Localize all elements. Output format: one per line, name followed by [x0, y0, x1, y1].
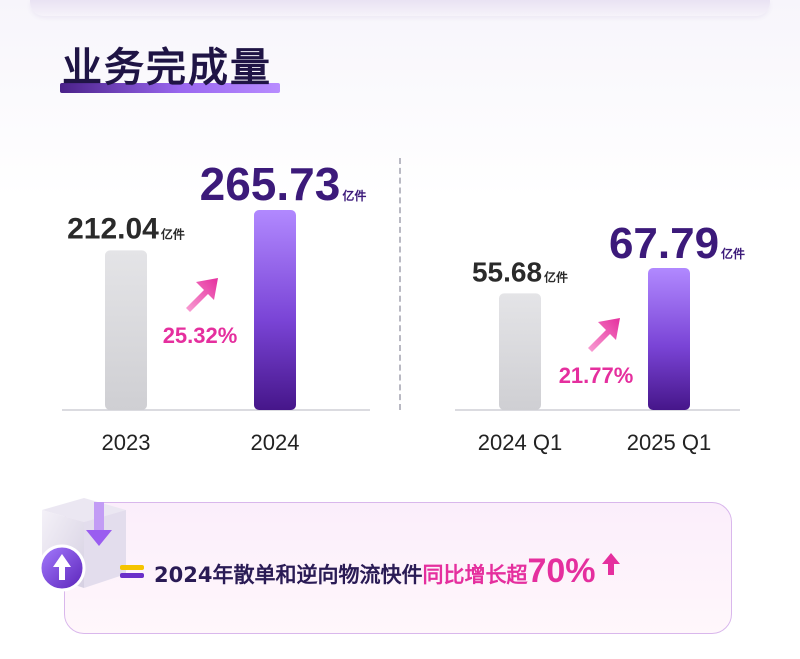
banner-text: 2024年散单和逆向物流快件同比增长超70%	[154, 545, 622, 597]
up-arrow-icon	[53, 554, 71, 580]
bar	[254, 210, 296, 410]
bar	[499, 293, 541, 410]
tick-label: 2024	[251, 430, 300, 455]
tick-label: 2024 Q1	[478, 430, 562, 455]
data-label-unit: 亿件	[544, 269, 568, 284]
growth-arrow-icon	[588, 318, 620, 352]
bar	[105, 250, 147, 410]
banner-main-text: 2024年散单和逆向物流快件	[154, 563, 423, 587]
data-label: 265.73 亿件	[200, 158, 367, 210]
data-label-value: 212.04	[67, 212, 159, 245]
title-underline	[60, 83, 280, 93]
banner-highlight-text: 同比增长超	[422, 563, 528, 587]
growth-label: 25.32%	[163, 323, 238, 348]
dash-icon	[120, 565, 144, 578]
data-label-value: 265.73	[200, 158, 341, 210]
data-label: 67.79 亿件	[609, 219, 745, 268]
chart-divider	[399, 158, 401, 410]
tick-label: 2023	[102, 430, 151, 455]
small-up-arrow-icon	[601, 553, 620, 575]
growth-arrow-icon	[186, 278, 218, 312]
data-label-unit: 亿件	[721, 246, 745, 261]
banner-percent: 70%	[527, 552, 596, 590]
page-title: 业务完成量	[62, 45, 272, 91]
data-label-unit: 亿件	[161, 226, 185, 241]
data-label: 55.68 亿件	[472, 256, 568, 287]
box-icon	[38, 498, 126, 592]
top-band	[30, 0, 770, 16]
bar	[648, 268, 690, 410]
data-label-unit: 亿件	[342, 188, 366, 203]
highlight-banner	[64, 502, 732, 634]
data-label-value: 55.68	[472, 256, 542, 287]
growth-label: 21.77%	[559, 363, 634, 388]
data-label: 212.04 亿件	[67, 212, 185, 245]
data-label-value: 67.79	[609, 219, 719, 268]
title-block: 业务完成量	[60, 40, 280, 96]
tick-label: 2025 Q1	[627, 430, 711, 455]
